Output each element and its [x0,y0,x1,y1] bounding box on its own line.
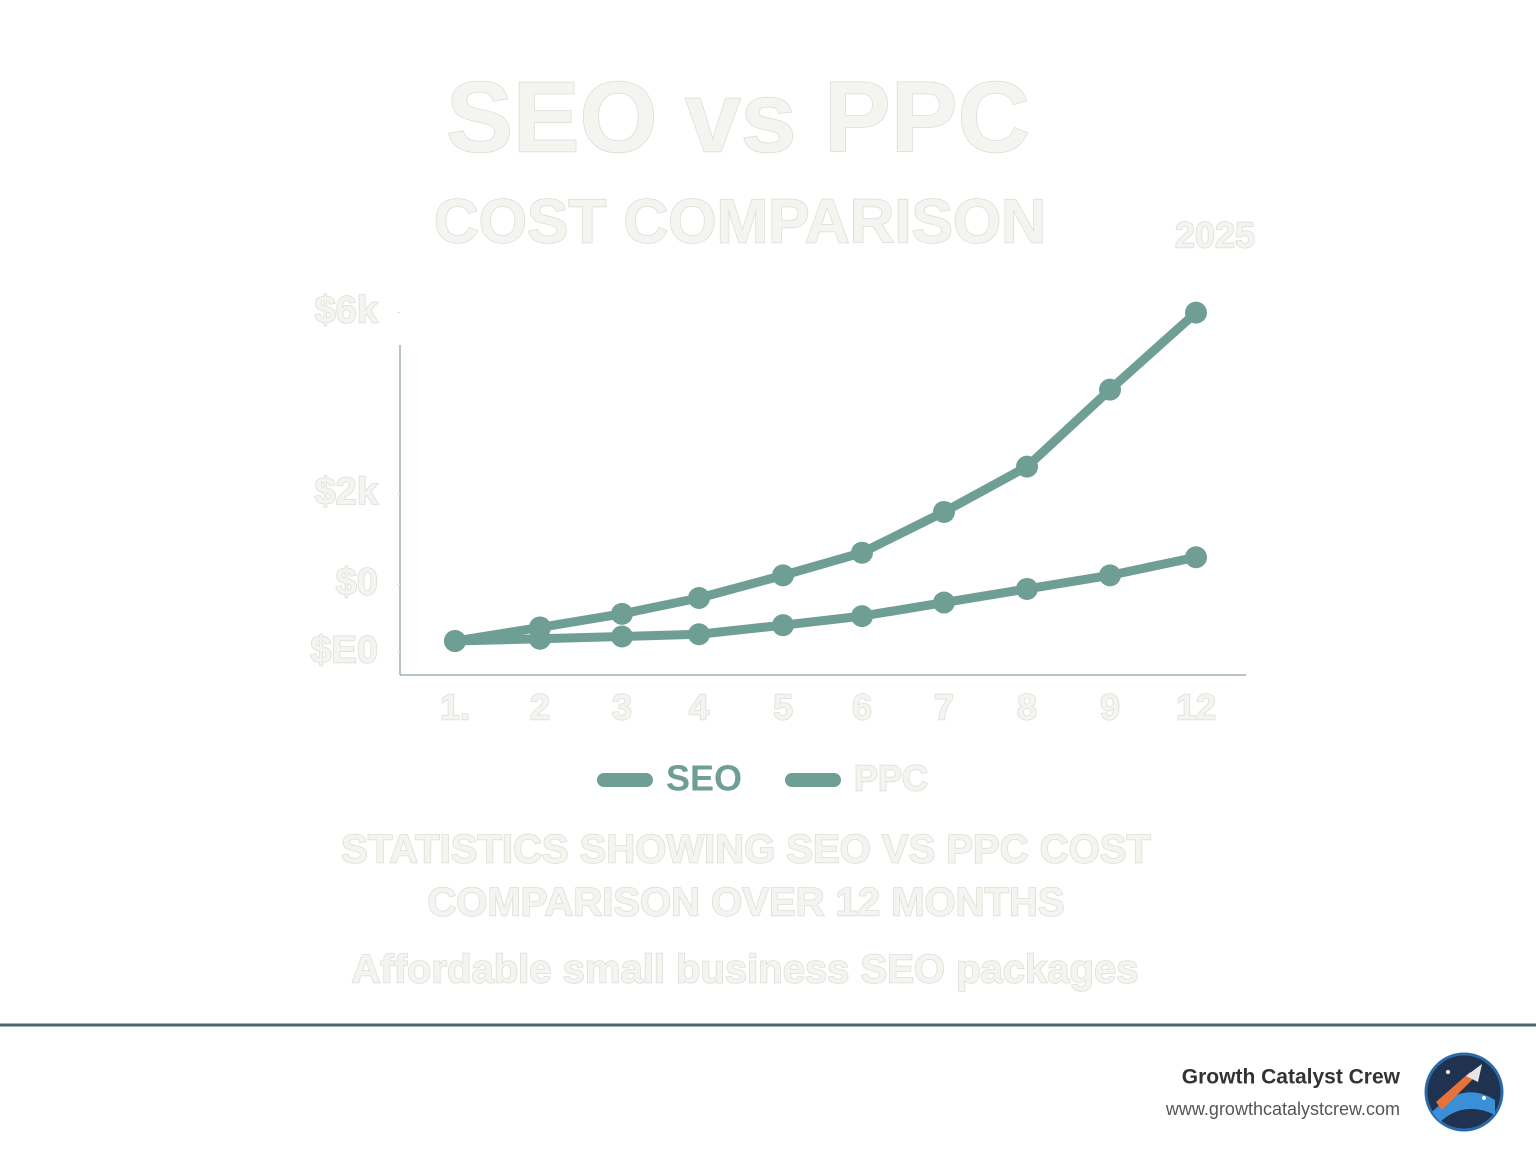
series-point [772,564,794,587]
x-tick-label: 6 [852,687,872,728]
x-tick-label: 7 [934,687,954,728]
y-tick-label: $0 [336,561,378,603]
y-tick-label: $E0 [310,629,378,671]
series-point [529,627,551,650]
y-tick-label: $6k [315,290,379,332]
caption-line: STATISTICS SHOWING SEO VS PPC COST [341,828,1151,872]
series-point [611,602,633,625]
series-line [450,552,1201,646]
caption-line: COMPARISON OVER 12 MONTHS [427,881,1064,925]
x-tick-label: 2 [530,687,550,728]
series-point [444,630,466,653]
tagline: Affordable small business SEO packages [352,948,1139,992]
series-point [851,541,873,564]
series-point [611,625,633,648]
series-point [1099,564,1121,587]
brand-logo [1424,1052,1504,1132]
x-tick-label: 8 [1017,687,1037,728]
chart-title: SEO vs PPC [446,61,1030,173]
series-point [688,623,710,646]
y-tick-label: $2k [315,471,379,513]
x-tick-label: 3 [612,687,632,728]
series-point [688,587,710,609]
series-point [1185,546,1207,569]
brand-url: www.growthcatalystcrew.com [1165,1099,1400,1119]
series-point [1016,455,1038,478]
series-line [450,308,1201,646]
x-tick-label: 1. [440,687,470,728]
x-tick-label: 4 [689,687,709,728]
series-point [772,614,794,637]
series-point [1099,378,1121,401]
x-tick-label: 9 [1100,687,1120,728]
year-label: 2025 [1175,215,1255,256]
x-tick-label: 12 [1176,687,1216,728]
series-point [933,591,955,614]
legend-label: SEO [666,758,742,799]
legend-label: PPC [854,758,928,799]
series-point [851,605,873,628]
chart-subtitle: COST COMPARISON [434,187,1046,256]
series-point [1016,577,1038,600]
series-point [933,500,955,523]
brand-name: Growth Catalyst Crew [1182,1066,1401,1089]
x-tick-label: 5 [773,687,793,728]
series-point [1185,301,1207,324]
